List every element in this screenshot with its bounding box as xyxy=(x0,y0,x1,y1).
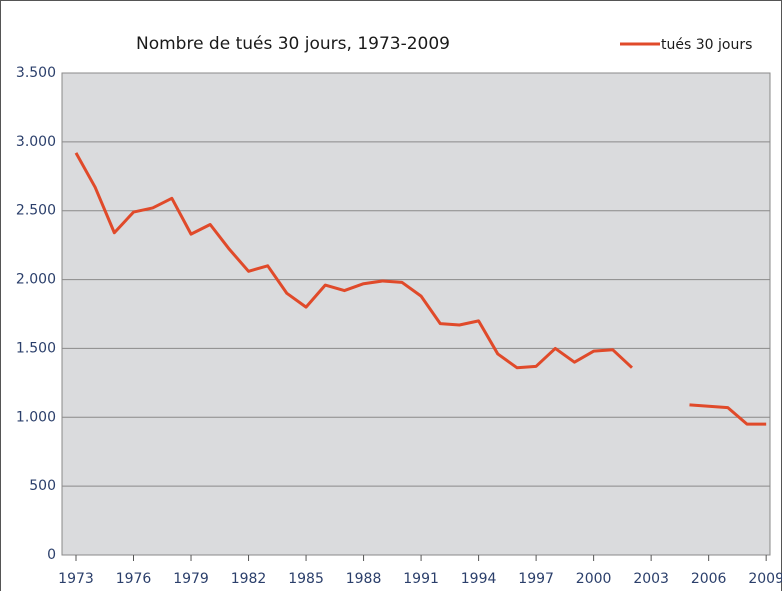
y-tick-label: 500 xyxy=(29,478,56,494)
x-tick-label: 1991 xyxy=(403,571,439,587)
x-tick-label: 2003 xyxy=(633,571,669,587)
x-tick-label: 1994 xyxy=(461,571,497,587)
y-tick-label: 1.000 xyxy=(16,409,56,425)
x-tick-label: 1976 xyxy=(116,571,152,587)
x-tick-label: 1982 xyxy=(231,571,267,587)
y-tick-label: 3.500 xyxy=(16,65,56,81)
y-tick-label: 2.500 xyxy=(16,203,56,219)
x-tick-label: 1985 xyxy=(288,571,324,587)
x-tick-label: 2009 xyxy=(748,571,782,587)
x-tick-label: 1997 xyxy=(518,571,554,587)
plot-area xyxy=(61,72,771,556)
y-tick-label: 1.500 xyxy=(16,340,56,356)
x-tick-label: 2000 xyxy=(576,571,612,587)
series-line xyxy=(74,152,633,370)
chart-title: Nombre de tués 30 jours, 1973-2009 xyxy=(136,34,450,54)
x-tick-label: 2006 xyxy=(691,571,727,587)
series-line xyxy=(689,403,767,426)
y-tick-label: 2.000 xyxy=(16,272,56,288)
x-tick-label: 1973 xyxy=(58,571,94,587)
x-tick-label: 1988 xyxy=(346,571,382,587)
y-tick-label: 0 xyxy=(47,547,56,563)
x-tick-label: 1979 xyxy=(173,571,209,587)
legend-label: tués 30 jours xyxy=(661,37,752,53)
y-tick-label: 3.000 xyxy=(16,134,56,150)
